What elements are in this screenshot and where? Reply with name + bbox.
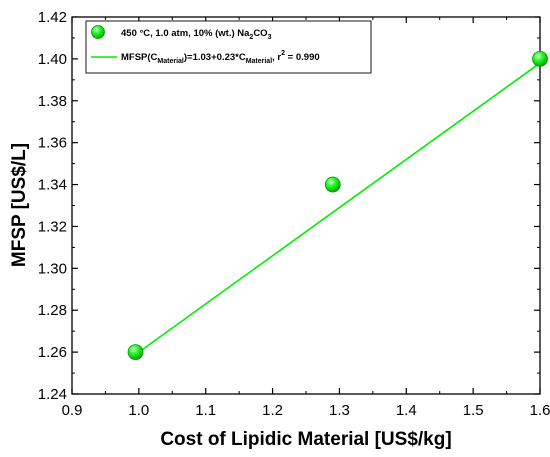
- x-tick-label: 1.6: [530, 402, 550, 419]
- legend-label-fit-line: MFSP(CMaterial)=1.03+0.23*CMaterial, r2 …: [121, 50, 320, 65]
- y-tick-label: 1.34: [38, 177, 67, 194]
- plot-frame: [71, 16, 541, 395]
- y-tick-label: 1.28: [38, 302, 67, 319]
- x-tick-label: 0.9: [62, 402, 83, 419]
- y-tick-label: 1.24: [38, 386, 67, 403]
- legend-label-points: 450 °C, 1.0 atm, 10% (wt.) Na2CO3: [121, 28, 272, 41]
- y-tick-label: 1.26: [38, 344, 67, 361]
- y-tick-label: 1.42: [38, 9, 67, 26]
- x-tick-label: 1.1: [195, 402, 216, 419]
- legend: 450 °C, 1.0 atm, 10% (wt.) Na2CO3 MFSP(C…: [85, 20, 372, 74]
- x-axis-ticks: 0.9 1.0 1.1 1.2 1.3 1.4 1.5 1.6: [62, 17, 550, 419]
- x-tick-label: 1.4: [396, 402, 417, 419]
- legend-marker-points: [91, 25, 105, 39]
- x-tick-label: 1.3: [329, 402, 350, 419]
- data-points-layer: [127, 50, 548, 361]
- x-tick-label: 1.2: [262, 402, 283, 419]
- y-tick-label: 1.32: [38, 218, 67, 235]
- x-tick-label: 1.0: [128, 402, 149, 419]
- x-axis-title: Cost of Lipidic Material [US$/kg]: [160, 429, 451, 450]
- fit-line-layer: [135, 62, 541, 356]
- y-tick-label: 1.38: [38, 93, 67, 110]
- fit-line: [135, 62, 541, 356]
- data-point: [532, 50, 548, 67]
- y-tick-label: 1.30: [38, 260, 67, 277]
- data-point: [127, 344, 144, 361]
- data-point: [324, 176, 341, 193]
- x-tick-label: 1.5: [463, 402, 484, 419]
- y-axis-ticks: 1.24 1.26 1.28 1.30 1.32 1.34 1.36 1.38 1.40 1.42: [38, 9, 540, 403]
- y-axis-title: MFSP [US$/L]: [9, 143, 30, 267]
- legend-box: [85, 20, 372, 74]
- y-tick-label: 1.40: [38, 51, 67, 68]
- y-tick-label: 1.36: [38, 135, 67, 152]
